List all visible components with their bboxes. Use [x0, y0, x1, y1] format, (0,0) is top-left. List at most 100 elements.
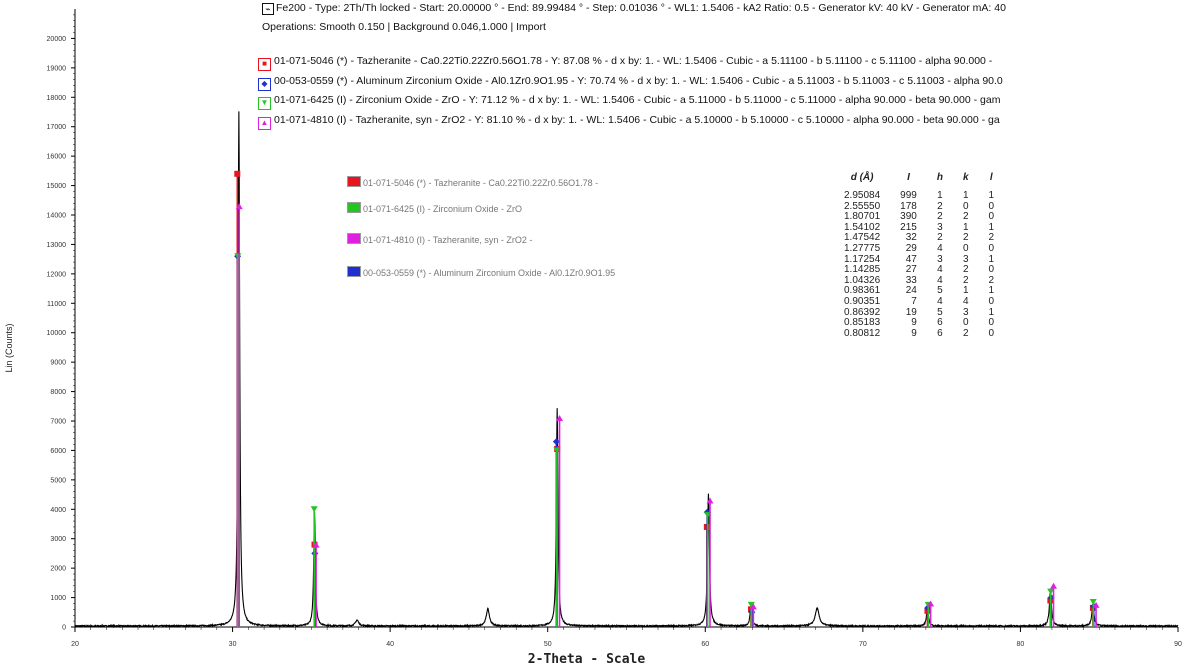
reference-marker [552, 438, 560, 446]
table-cell: 27 [905, 264, 917, 276]
x-tick-label: 80 [1017, 641, 1025, 648]
phase-entry: ■ 01-071-5046 (*) - Tazheranite - Ca0.22T… [258, 55, 992, 71]
table-cell: 2 [988, 232, 995, 244]
table-row: 0.98361 24 5 1 1 [834, 286, 1004, 297]
legend-entry: 01-071-4810 (I) - Tazheranite, syn - ZrO… [347, 233, 532, 245]
table-cell: 2.95084 [844, 190, 881, 201]
table-cell: 1.54102 [844, 221, 881, 233]
reference-marker [1050, 582, 1058, 589]
table-cell: 0 [962, 317, 969, 329]
y-tick-label: 0 [62, 625, 66, 632]
legend-swatch [347, 266, 361, 277]
table-cell: 2 [937, 200, 943, 212]
table-cell: 0.98361 [844, 285, 881, 297]
phase-text: 01-071-6425 (I) - Zirconium Oxide - ZrO … [274, 94, 1001, 106]
y-tick-label: 14000 [47, 213, 67, 220]
reference-marker [747, 601, 755, 608]
phase-marker-icon: ■ [258, 58, 271, 71]
table-cell: 999 [900, 190, 917, 201]
table-cell: 2 [988, 274, 995, 286]
table-cell: 0.85183 [844, 317, 881, 329]
table-row: 1.04326 33 4 2 2 [834, 274, 1004, 287]
phase-entry: ▲ 01-071-4810 (I) - Tazheranite, syn - Zr… [258, 114, 1000, 130]
d-table-header: k [962, 172, 969, 183]
y-tick-label: 18000 [47, 95, 67, 102]
x-tick-label: 20 [71, 641, 79, 648]
table-cell: 0 [988, 242, 995, 254]
table-cell: 4 [937, 295, 943, 307]
table-cell: 0.90351 [844, 295, 881, 307]
reference-marker [749, 603, 757, 610]
table-cell: 1 [962, 190, 969, 201]
table-cell: 0 [988, 317, 995, 329]
legend-swatch [347, 176, 361, 187]
table-cell: 29 [905, 242, 917, 254]
y-tick-label: 10000 [47, 330, 67, 337]
diffraction-pattern-line [74, 111, 1179, 629]
y-tick-label: 15000 [47, 183, 67, 190]
d-table-header: d (Å) [850, 172, 874, 183]
table-cell: 1.17254 [844, 253, 881, 265]
table-cell: 0 [988, 200, 995, 212]
y-tick-label: 6000 [50, 448, 66, 455]
phase-text: 01-071-4810 (I) - Tazheranite, syn - ZrO… [274, 113, 1000, 126]
phase-text: 00-053-0559 (*) - Aluminum Zirconium Oxi… [274, 74, 1003, 87]
legend-entry: 01-071-6425 (I) - Zirconium Oxide - ZrO [347, 202, 522, 214]
table-cell: 2 [962, 327, 969, 339]
table-cell: 4 [937, 242, 943, 254]
y-tick-label: 3000 [50, 536, 66, 543]
table-cell: 5 [937, 285, 943, 297]
reference-marker [1047, 588, 1055, 595]
table-cell: 1 [937, 190, 943, 201]
y-tick-label: 5000 [50, 477, 66, 484]
reference-marker [706, 497, 714, 504]
table-cell: 19 [905, 306, 917, 318]
table-row: 1.47542 32 2 2 2 [834, 233, 1004, 244]
y-tick-label: 2000 [50, 566, 66, 573]
y-tick-label: 16000 [47, 154, 67, 161]
x-tick-label: 60 [701, 641, 709, 648]
table-row: 0.85183 9 6 0 0 [834, 318, 1004, 329]
scan-line: Fe200 - Type: 2Th/Th locked - Start: 20.… [276, 2, 1006, 14]
legend-label: 01-071-5046 (*) - Tazheranite - Ca0.22Ti… [363, 178, 599, 188]
legend-entry: 01-071-5046 (*) - Tazheranite - Ca0.22Ti… [347, 176, 598, 188]
reference-marker [556, 415, 564, 422]
reference-marker [310, 506, 318, 513]
table-cell: 1.04326 [844, 274, 881, 286]
table-cell: 0 [988, 264, 995, 276]
y-tick-label: 9000 [50, 360, 66, 367]
phase-marker-icon: ◆ [258, 77, 271, 91]
table-cell: 4 [937, 274, 943, 286]
operations-line: Operations: Smooth 0.150 | Background 0.… [262, 21, 546, 33]
table-row: 1.54102 215 3 1 1 [834, 221, 1004, 234]
table-row: 1.27775 29 4 0 0 [834, 242, 1004, 255]
table-cell: 0 [988, 211, 995, 223]
table-cell: 1 [988, 306, 995, 318]
table-row: 1.80701 390 2 2 0 [834, 212, 1004, 223]
table-cell: 4 [937, 264, 943, 276]
table-cell: 2 [962, 211, 969, 223]
table-cell: 6 [937, 317, 943, 329]
legend-swatch [347, 233, 361, 244]
table-cell: 3 [937, 253, 943, 265]
table-cell: 2.55550 [844, 200, 881, 212]
y-tick-label: 13000 [47, 242, 67, 249]
y-tick-label: 4000 [50, 507, 66, 514]
table-cell: 32 [905, 232, 917, 244]
legend-swatch [347, 202, 361, 213]
table-cell: 1.80701 [844, 211, 881, 223]
d-table-header: h [936, 172, 943, 183]
y-tick-label: 8000 [50, 389, 66, 396]
table-cell: 6 [937, 327, 943, 339]
legend-label: 01-071-4810 (I) - Tazheranite, syn - ZrO… [363, 235, 533, 245]
table-cell: 0.80812 [844, 327, 881, 339]
x-tick-label: 40 [386, 641, 394, 648]
table-cell: 2 [962, 264, 969, 276]
table-cell: 9 [911, 327, 917, 339]
x-axis-label: 2-Theta - Scale [528, 652, 646, 667]
table-row: 1.14285 27 4 2 0 [834, 265, 1004, 276]
table-cell: 0 [962, 242, 969, 254]
